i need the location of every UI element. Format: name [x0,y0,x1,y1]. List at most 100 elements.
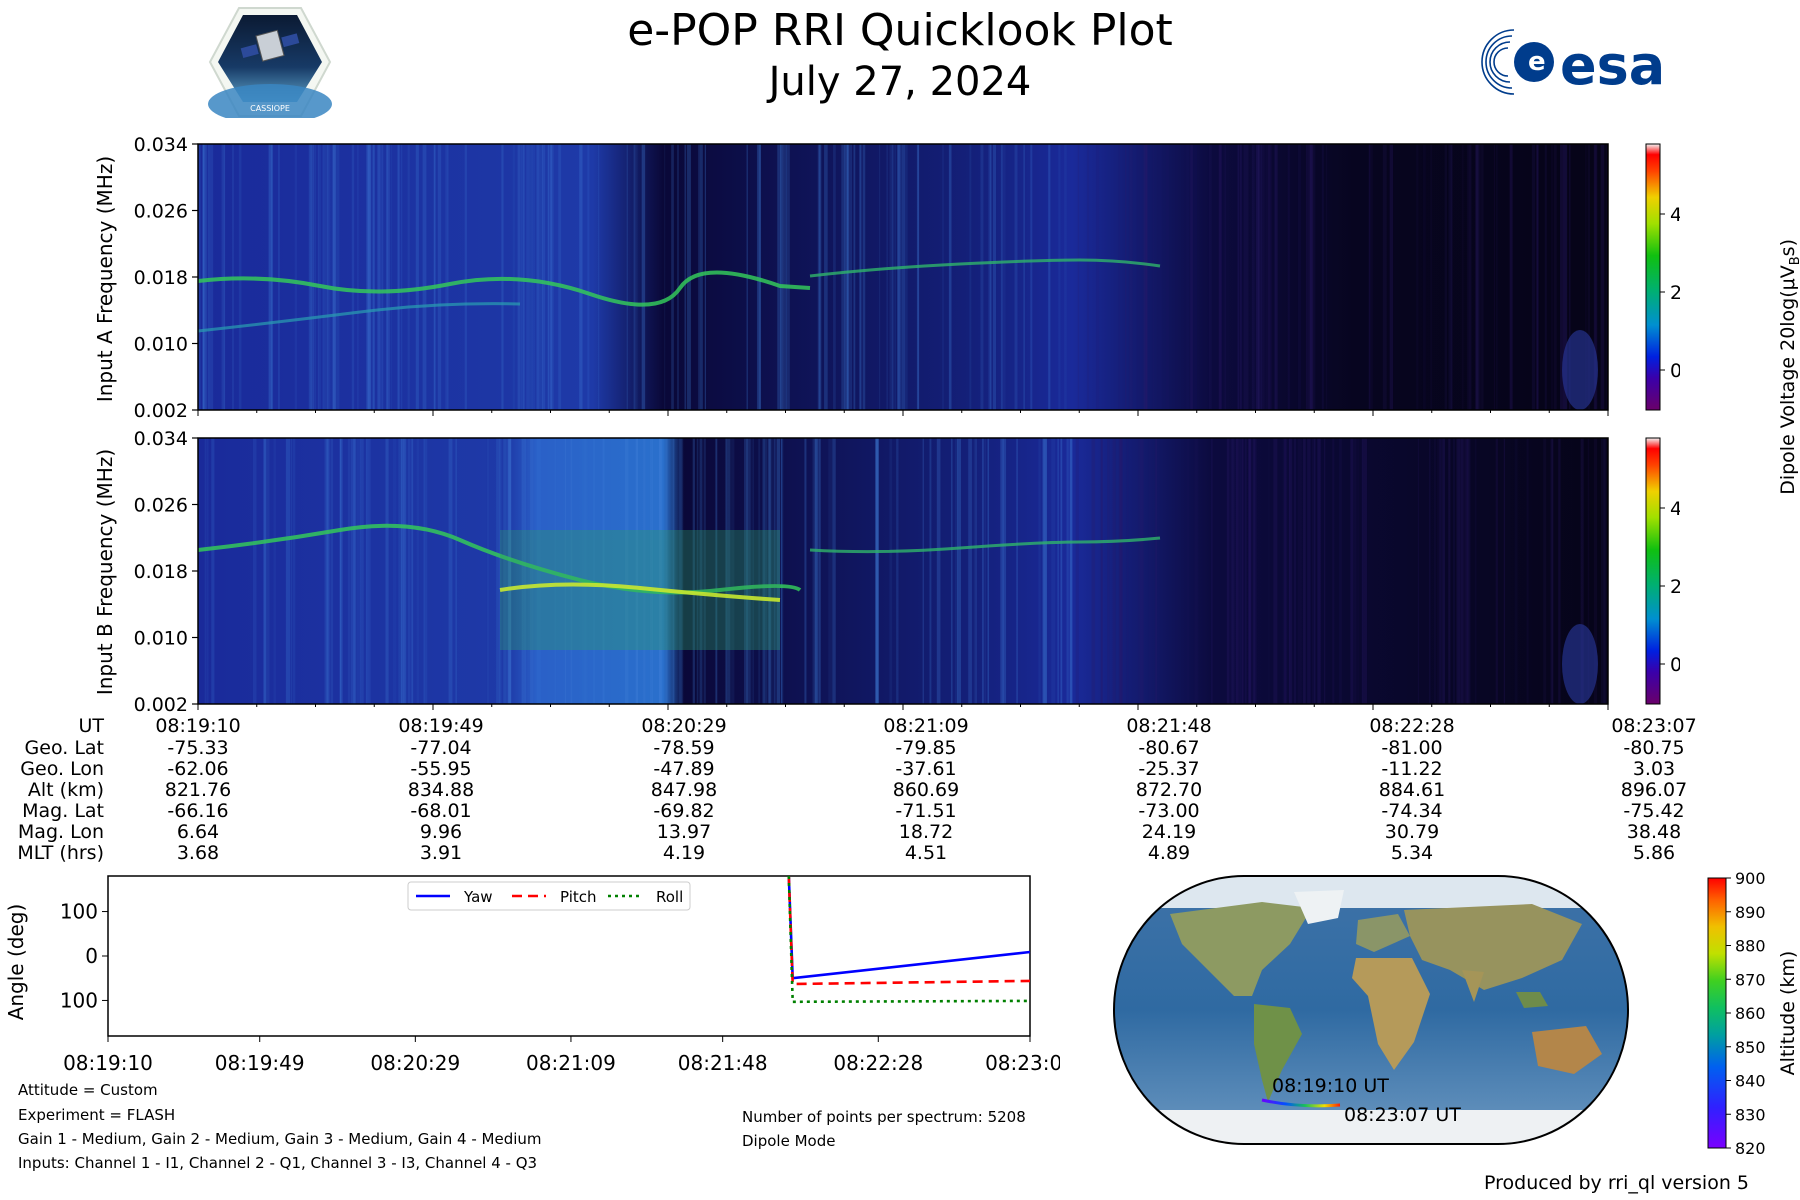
panel-b-ytick: 0.010 [134,628,188,650]
experiment-note: Experiment = FLASH [18,1106,176,1124]
attitude-chart: 08:19:10 08:19:49 08:20:29 08:21:09 08:21:48… [60,875,1060,1075]
ephemeris-value: 08:23:07 [1611,715,1697,737]
ephemeris-value: -80.67 [1138,737,1200,759]
ephemeris-row: Alt (km) 821.76 834.88 847.98 860.69 872.70 88… [0,780,1800,801]
ephemeris-value: 872.70 [1135,779,1203,801]
ephemeris-value: 08:20:29 [641,715,727,737]
esa-logo: e esa [1481,29,1665,97]
legend-label-yaw: Yaw [463,888,493,906]
ephemeris-label: UT [78,715,104,737]
ephemeris-value: 18.72 [898,821,954,843]
colorbar-label: Dipole Voltage 20log(μVBs) [1777,239,1800,495]
ephemeris-value: 6.64 [176,821,220,843]
ephemeris-value: -37.61 [895,758,957,780]
track-start-label: 08:19:10 UT [1272,1075,1389,1097]
ephemeris-row: MLT (hrs) 3.68 3.91 4.19 4.51 4.89 5.34 5.86 [0,843,1800,864]
ephemeris-value: 08:22:28 [1369,715,1455,737]
ephemeris-value: 08:19:10 [155,715,241,737]
ephemeris-label: Mag. Lat [22,800,104,822]
ephemeris-value: 5.86 [1632,842,1676,864]
altitude-colorbar: 900 890 880 870 860 850 840 830 820 [1707,872,1766,1158]
panel-b-ytick: 0.034 [134,430,188,450]
ephemeris-value: 38.48 [1626,821,1682,843]
altitude-colorbar-label: Altitude (km) [1777,950,1799,1076]
ephemeris-value: 847.98 [650,779,718,801]
ephemeris-value: 834.88 [407,779,475,801]
altitude-tick: 860 [1735,1004,1766,1023]
panel-a-ytick: 0.018 [134,267,188,289]
ephemeris-value: -11.22 [1381,758,1443,780]
cassiope-logo-text: CASSIOPE [250,104,290,113]
panel-b-ytick: 0.018 [134,561,188,583]
spectrogram-panel-a: 0.034 0.026 0.018 0.010 0.002 40 20 0 [134,136,1680,422]
legend-label-pitch: Pitch [560,888,597,906]
ephemeris-label: Geo. Lat [24,737,104,759]
spectrogram-panel-b: 0.034 0.026 0.018 0.010 0.002 40 20 0 [134,430,1680,716]
ephemeris-value: 24.19 [1141,821,1197,843]
ephemeris-value: -25.37 [1138,758,1200,780]
ephemeris-value: 860.69 [892,779,960,801]
colorbar-tick: 40 [1670,498,1680,520]
altitude-tick: 820 [1735,1139,1766,1158]
ephemeris-row: Mag. Lat -66.16 -68.01 -69.82 -71.51 -73.00 -7… [0,801,1800,822]
attitude-ytick: −100 [60,988,98,1012]
ephemeris-value: 896.07 [1620,779,1688,801]
attitude-xtick: 08:21:09 [526,1051,616,1075]
ephemeris-value: -81.00 [1381,737,1443,759]
ephemeris-value: -75.33 [167,737,229,759]
attitude-ylabel: Angle (deg) [4,903,28,1021]
ephemeris-row: Geo. Lat -75.33 -77.04 -78.59 -79.85 -80.67 -8… [0,738,1800,759]
ephemeris-row: UT 08:19:10 08:19:49 08:20:29 08:21:09 08:21:… [0,716,1800,737]
ephemeris-value: 9.96 [419,821,463,843]
altitude-tick: 840 [1735,1072,1766,1091]
produced-by-note: Produced by rri_ql version 5 [1484,1172,1749,1194]
track-end-label: 08:23:07 UT [1344,1104,1461,1126]
ephemeris-value: 08:21:09 [883,715,969,737]
altitude-tick: 880 [1735,937,1766,956]
panel-a-ytick: 0.026 [134,201,188,223]
plot-date: July 27, 2024 [768,59,1032,105]
ephemeris-value: -69.82 [653,800,715,822]
panel-b-ytick: 0.002 [134,694,188,716]
gain-note: Gain 1 - Medium, Gain 2 - Medium, Gain 3… [18,1130,542,1148]
attitude-xtick: 08:19:10 [63,1051,153,1075]
plot-title: e-POP RRI Quicklook Plot [627,5,1173,56]
ephemeris-label: Mag. Lon [17,821,104,843]
ephemeris-value: 13.97 [656,821,712,843]
altitude-tick: 900 [1735,872,1766,888]
attitude-legend [407,881,691,911]
ephemeris-value: 08:21:48 [1126,715,1212,737]
inputs-note: Inputs: Channel 1 - I1, Channel 2 - Q1, … [18,1154,538,1172]
ephemeris-value: 30.79 [1384,821,1440,843]
ephemeris-row: Mag. Lon 6.64 9.96 13.97 18.72 24.19 30.79 38.4… [0,822,1800,843]
panel-a-ytick: 0.034 [134,136,188,156]
attitude-xtick: 08:20:29 [370,1051,460,1075]
colorbar-tick: 20 [1670,282,1680,304]
panel-a-ylabel: Input A Frequency (MHz) [93,155,117,403]
ephemeris-value: -79.85 [895,737,957,759]
attitude-xtick: 08:22:28 [833,1051,923,1075]
ephemeris-value: -62.06 [167,758,229,780]
ephemeris-value: 5.34 [1390,842,1434,864]
attitude-note: Attitude = Custom [18,1081,158,1099]
points-note: Number of points per spectrum: 5208 [742,1108,1026,1126]
orbit-track [1261,1098,1341,1108]
svg-text:e: e [1528,47,1546,77]
ephemeris-value: 4.19 [662,842,706,864]
attitude-xtick: 08:19:49 [215,1051,305,1075]
colorbar-tick: 0 [1670,654,1680,676]
ephemeris-label: Alt (km) [27,779,104,801]
ephemeris-value: 3.03 [1632,758,1676,780]
ephemeris-value: 3.91 [419,842,463,864]
colorbar-tick: 40 [1670,204,1680,226]
ephemeris-row: Geo. Lon -62.06 -55.95 -47.89 -37.61 -25.37 -1… [0,759,1800,780]
attitude-ytick: 0 [85,944,98,968]
ephemeris-value: 4.89 [1147,842,1191,864]
ephemeris-value: -66.16 [167,800,229,822]
ephemeris-value: 4.51 [904,842,948,864]
altitude-tick: 870 [1735,970,1766,989]
attitude-xtick: 08:21:48 [678,1051,768,1075]
ephemeris-value: -78.59 [653,737,715,759]
panel-a-ytick: 0.002 [134,400,188,422]
ephemeris-value: -73.00 [1138,800,1200,822]
